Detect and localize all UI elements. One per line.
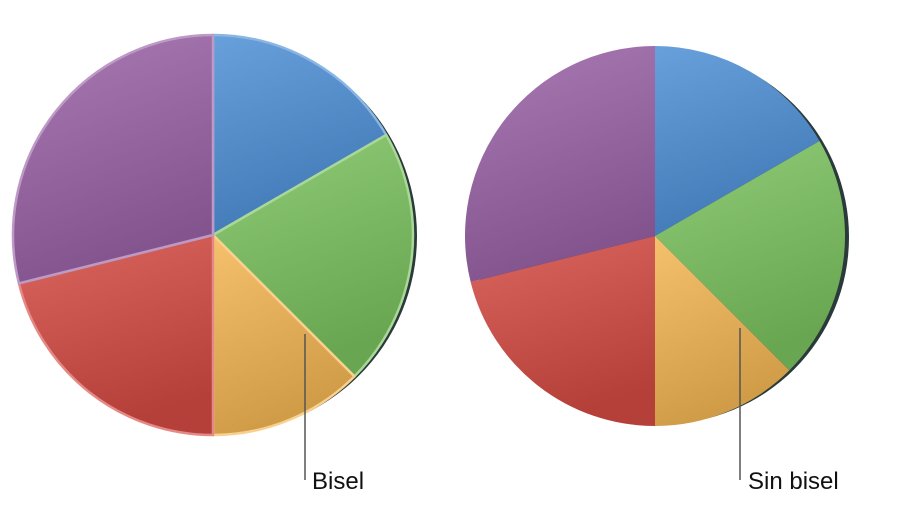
- pie-slice-red: [470, 236, 655, 426]
- bevel-label: Bisel: [312, 468, 365, 495]
- pie-slice-yellow: [211, 233, 356, 437]
- pie-with-bevel: [11, 33, 417, 437]
- pie-slice-green: [655, 141, 845, 371]
- pie-slice-blue: [211, 33, 388, 237]
- pie-slice-yellow: [655, 236, 790, 426]
- pie-slice-red: [17, 233, 215, 437]
- pie-slice-green: [211, 133, 415, 378]
- pie-slice-purple: [465, 46, 655, 282]
- pie-slice-blue: [655, 46, 820, 236]
- pie-without-bevel: [465, 46, 849, 426]
- pie-slice-purple: [11, 33, 215, 285]
- no-bevel-label: Sin bisel: [748, 468, 839, 495]
